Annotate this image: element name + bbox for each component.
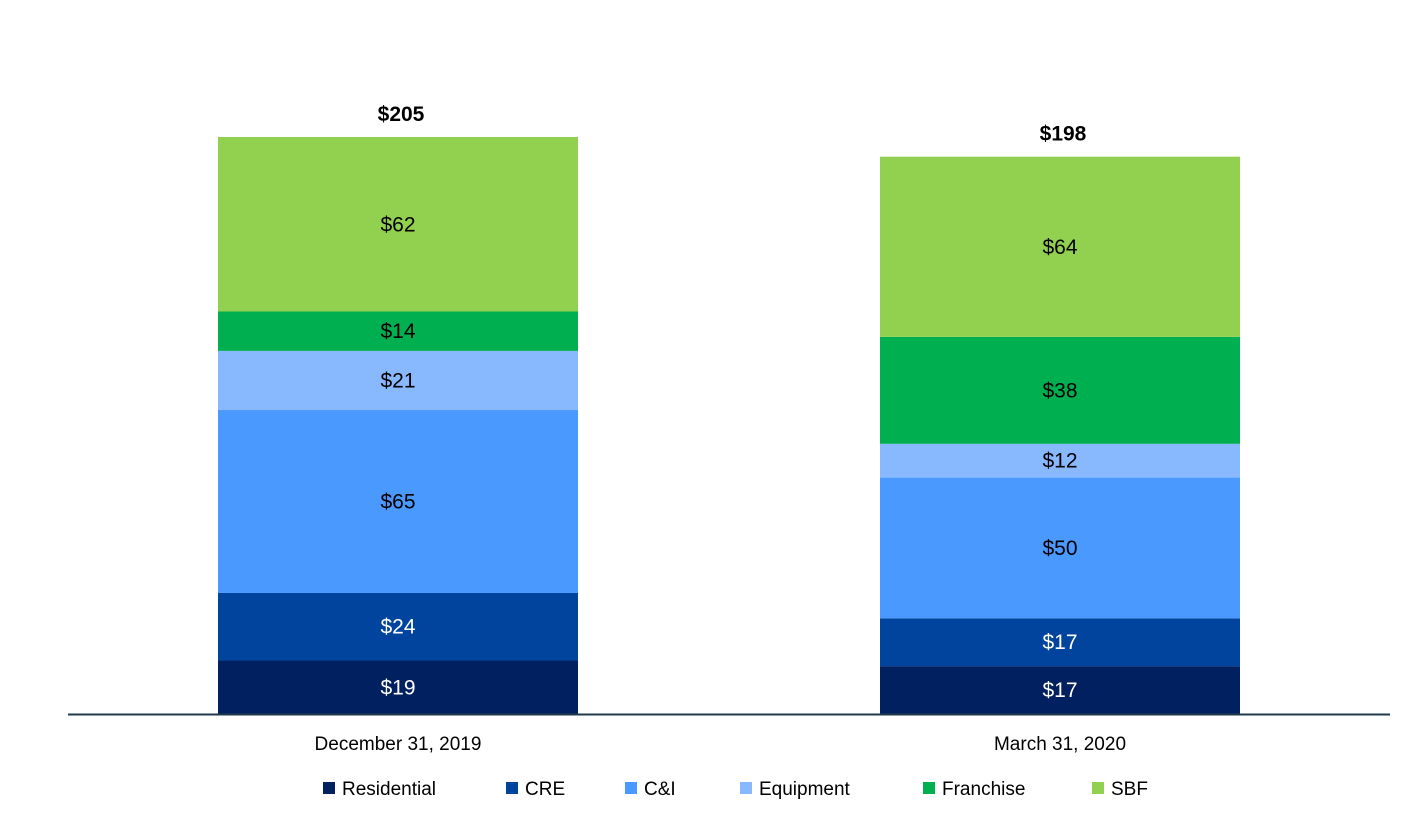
bar-segment-cre-2	[880, 618, 1240, 667]
data-label-equipment-2: $12	[1042, 450, 1077, 473]
legend-item-equipment: Equipment	[740, 779, 851, 800]
bar-segment-equipment-1	[218, 350, 578, 411]
data-label-residential-1: $19	[380, 676, 415, 699]
legend-label-residential: Residential	[342, 779, 436, 800]
legend-label-cre: CRE	[525, 779, 565, 800]
legend-swatch-equipment	[740, 782, 752, 794]
bar-segment-candi-2	[880, 477, 1240, 619]
category-labels: December 31, 2019 March 31, 2020	[315, 734, 1126, 755]
legend-item-franchise: Franchise	[923, 779, 1025, 800]
bar-segment-candi-1	[218, 410, 578, 593]
data-label-sbf-2: $64	[1042, 236, 1077, 259]
bar-segment-residential-1	[218, 660, 578, 714]
legend-swatch-cre	[506, 782, 518, 794]
bar-segment-residential-2	[880, 666, 1240, 714]
bar-segment-equipment-2	[880, 443, 1240, 478]
data-label-cre-2: $17	[1042, 631, 1077, 654]
data-label-residential-2: $17	[1042, 679, 1077, 702]
bar-segment-sbf-2	[880, 156, 1240, 337]
data-label-franchise-1: $14	[380, 320, 415, 343]
legend-swatch-residential	[323, 782, 335, 794]
legend-item-residential: Residential	[323, 779, 436, 800]
bar-segment-franchise-2	[880, 336, 1240, 444]
legend-swatch-candi	[625, 782, 637, 794]
data-label-candi-2: $50	[1042, 537, 1077, 560]
bar-segment-sbf-1	[218, 137, 578, 312]
data-label-sbf-1: $62	[380, 213, 415, 236]
legend-item-sbf: SBF	[1092, 779, 1148, 800]
legend-item-cre: CRE	[506, 779, 565, 800]
data-label-cre-1: $24	[380, 616, 415, 639]
data-label-franchise-2: $38	[1042, 379, 1077, 402]
legend-label-sbf: SBF	[1111, 779, 1148, 800]
x-tick-label-1: December 31, 2019	[315, 734, 482, 755]
x-tick-label-2: March 31, 2020	[994, 734, 1126, 755]
labels-layer: $19 $24 $65 $21 $14 $62 $205 $17 $17 $50 $12 $38 $64…	[378, 103, 1087, 702]
legend-swatch-franchise	[923, 782, 935, 794]
total-label-1: $205	[378, 103, 425, 126]
bar-segment-franchise-1	[218, 311, 578, 351]
data-label-candi-1: $65	[380, 490, 415, 513]
legend-label-candi: C&I	[644, 779, 676, 800]
bar-segment-cre-1	[218, 592, 578, 661]
data-label-equipment-1: $21	[380, 369, 415, 392]
bars-layer	[218, 137, 1240, 714]
total-label-2: $198	[1040, 123, 1087, 146]
legend-label-franchise: Franchise	[942, 779, 1025, 800]
legend-swatch-sbf	[1092, 782, 1104, 794]
legend-label-equipment: Equipment	[759, 779, 851, 800]
legend-item-candi: C&I	[625, 779, 676, 800]
legend: Residential CRE C&I Equipment Franchise SBF	[323, 779, 1148, 800]
